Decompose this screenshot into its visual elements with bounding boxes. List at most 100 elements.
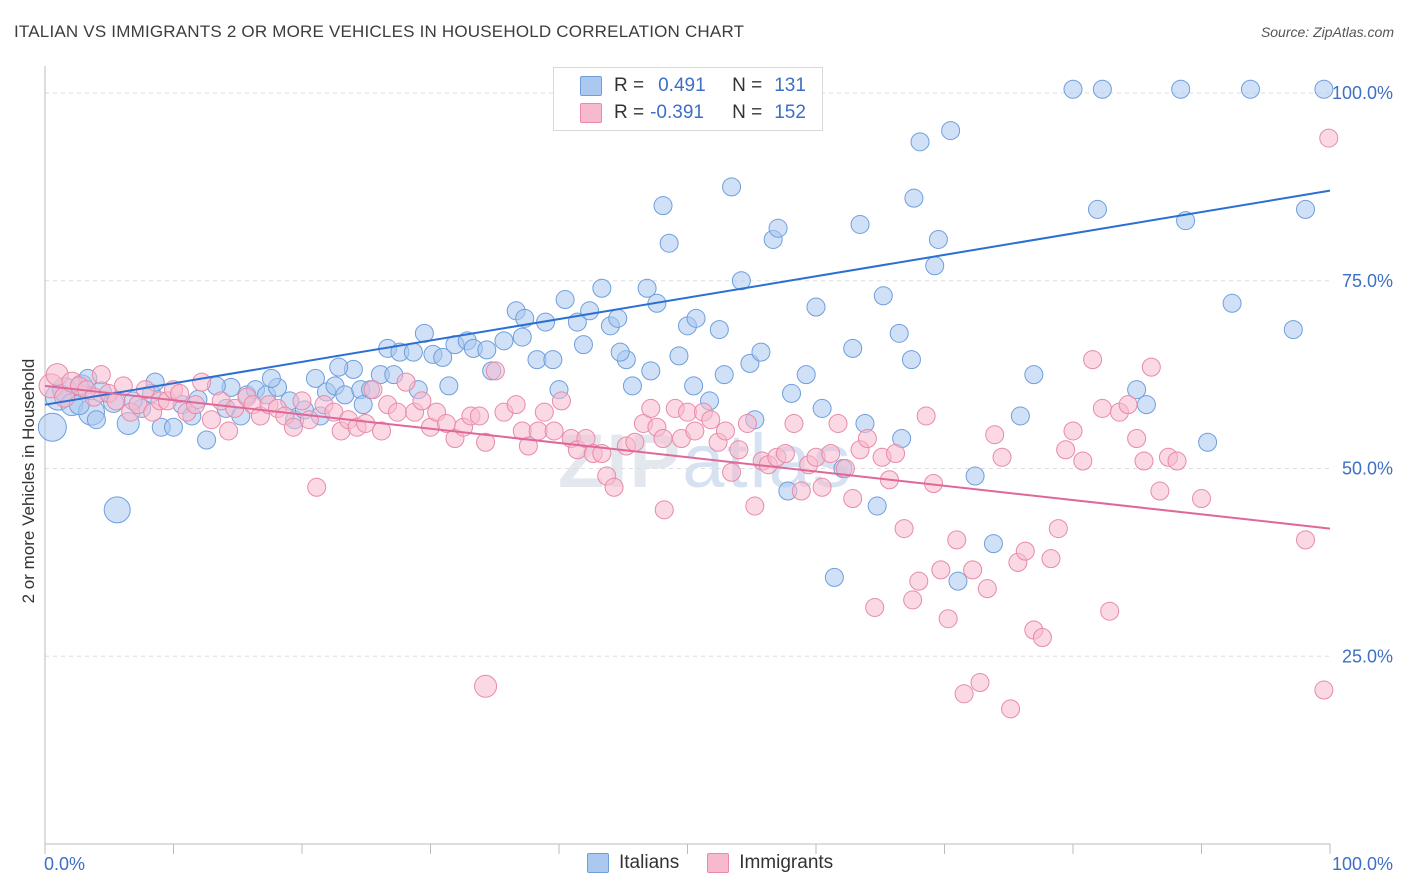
series-legend-immigrants[interactable]: Immigrants <box>707 852 833 874</box>
point-italians <box>948 571 968 591</box>
point-immigrants <box>992 447 1012 467</box>
point-immigrants <box>551 391 571 411</box>
point-immigrants <box>363 380 383 400</box>
point-immigrants <box>1092 398 1112 418</box>
point-immigrants <box>387 402 407 422</box>
point-italians <box>1240 79 1260 99</box>
point-immigrants <box>518 436 538 456</box>
point-immigrants <box>192 372 212 392</box>
point-italians <box>580 301 600 321</box>
point-immigrants <box>954 684 974 704</box>
point-immigrants <box>865 597 885 617</box>
point-immigrants <box>356 413 376 433</box>
legend-r-label: R = <box>614 75 645 96</box>
series-label-italians: Italians <box>619 852 680 873</box>
point-immigrants <box>476 432 496 452</box>
point-immigrants <box>843 489 863 509</box>
point-immigrants <box>485 361 505 381</box>
point-immigrants <box>812 477 832 497</box>
point-italians <box>941 121 961 141</box>
point-italians <box>527 350 547 370</box>
point-italians <box>543 350 563 370</box>
series-swatch-italians <box>587 853 609 873</box>
point-immigrants <box>1041 549 1061 569</box>
point-immigrants <box>1073 451 1093 471</box>
legend-row-italians: R = 0.491 N = 131 <box>580 74 806 98</box>
point-italians <box>1314 79 1334 99</box>
point-immigrants <box>835 459 855 479</box>
series-label-immigrants: Immigrants <box>739 852 834 873</box>
legend-n-label: N = <box>732 75 763 96</box>
point-immigrants <box>931 560 951 580</box>
point-italians <box>1171 79 1191 99</box>
y-tick-label: 75.0% <box>1342 271 1393 291</box>
point-italians <box>1024 365 1044 385</box>
point-immigrants <box>729 440 749 460</box>
point-immigrants <box>283 417 303 437</box>
point-italians <box>353 395 373 415</box>
point-italians <box>641 361 661 381</box>
point-immigrants <box>1319 128 1339 148</box>
point-immigrants <box>506 395 526 415</box>
point-immigrants <box>474 674 498 698</box>
point-immigrants <box>678 402 697 422</box>
point-italians <box>925 256 945 276</box>
point-italians <box>889 323 909 343</box>
point-italians <box>768 218 788 238</box>
point-italians <box>806 297 826 317</box>
point-immigrants <box>534 402 554 422</box>
point-immigrants <box>1192 489 1211 509</box>
point-italians <box>1136 395 1156 415</box>
point-immigrants <box>791 481 811 501</box>
point-immigrants <box>857 428 877 448</box>
legend-n-value: 131 <box>774 75 806 96</box>
point-immigrants <box>1141 357 1161 377</box>
point-italians <box>709 320 729 340</box>
y-axis-label: 2 or more Vehicles in Household <box>19 359 38 604</box>
point-italians <box>965 466 985 486</box>
point-italians <box>197 430 217 450</box>
point-italians <box>1087 199 1107 219</box>
point-immigrants <box>977 579 997 599</box>
point-immigrants <box>821 443 841 463</box>
point-immigrants <box>1083 350 1103 370</box>
point-italians <box>659 233 679 253</box>
legend-n-label: N = <box>732 102 763 123</box>
legend-row-immigrants: R = -0.391 N = 152 <box>580 101 806 125</box>
point-immigrants <box>722 462 742 482</box>
point-immigrants <box>963 560 983 580</box>
point-italians <box>515 308 535 328</box>
series-swatch-immigrants <box>707 853 730 873</box>
series-legend-italians[interactable]: Italians <box>587 852 679 874</box>
point-immigrants <box>641 398 661 418</box>
point-italians <box>608 308 628 328</box>
point-italians <box>622 376 642 396</box>
point-immigrants <box>299 410 319 430</box>
point-italians <box>1198 432 1218 452</box>
point-italians <box>824 567 844 587</box>
point-italians <box>637 278 657 298</box>
point-immigrants <box>1032 627 1052 647</box>
legend-r-value: 0.491 <box>658 75 706 96</box>
point-immigrants <box>625 432 645 452</box>
point-italians <box>1283 320 1303 340</box>
point-italians <box>164 417 183 437</box>
point-immigrants <box>528 421 548 441</box>
point-immigrants <box>1127 428 1147 448</box>
point-immigrants <box>886 443 906 463</box>
point-italians <box>1010 406 1030 426</box>
point-immigrants <box>909 571 929 591</box>
y-tick-label: 50.0% <box>1342 459 1393 479</box>
point-immigrants <box>1314 680 1334 700</box>
chart-title: ITALIAN VS IMMIGRANTS 2 OR MORE VEHICLES… <box>14 22 745 41</box>
legend-r-value: -0.391 <box>650 102 704 123</box>
point-immigrants <box>1015 541 1035 561</box>
point-italians <box>904 188 924 208</box>
point-immigrants <box>775 443 795 463</box>
point-immigrants <box>91 365 111 385</box>
point-italians <box>1092 79 1112 99</box>
point-italians <box>782 383 802 403</box>
point-immigrants <box>916 406 936 426</box>
point-immigrants <box>292 391 312 411</box>
